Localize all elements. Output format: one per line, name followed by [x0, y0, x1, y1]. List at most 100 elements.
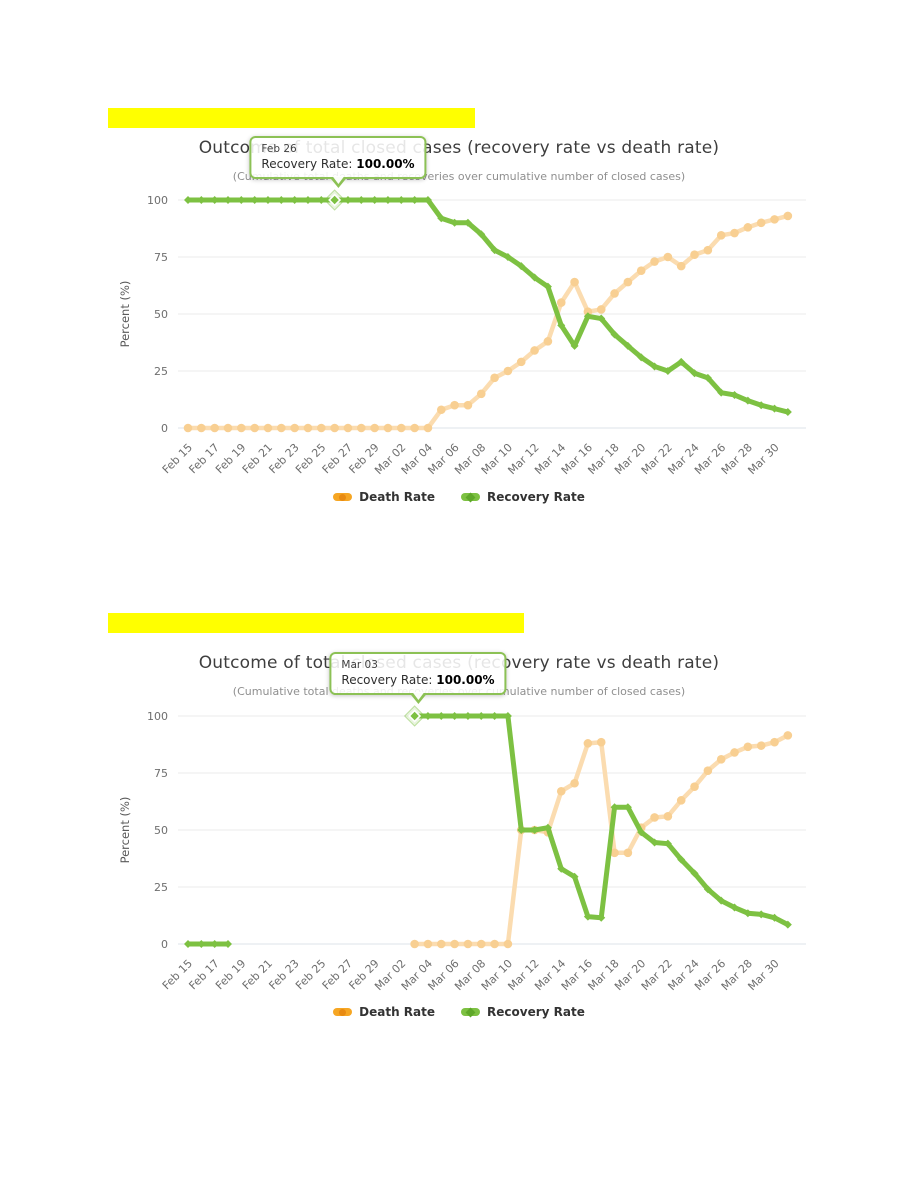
legend-item-death-rate[interactable]: Death Rate [333, 490, 435, 504]
death-rate-marker[interactable] [516, 357, 526, 367]
death-rate-marker[interactable] [490, 939, 499, 949]
recovery-rate-marker[interactable] [490, 246, 499, 255]
recovery-rate-marker[interactable] [450, 712, 459, 720]
hovered-point-marker[interactable] [410, 711, 419, 721]
death-rate-marker[interactable] [690, 250, 699, 260]
recovery-rate-marker[interactable] [583, 912, 592, 921]
recovery-rate-marker[interactable] [450, 218, 459, 227]
recovery-rate-marker[interactable] [437, 712, 446, 720]
death-rate-marker[interactable] [756, 741, 766, 750]
recovery-rate-marker[interactable] [303, 196, 312, 204]
death-rate-marker[interactable] [490, 373, 499, 383]
recovery-rate-marker[interactable] [543, 823, 552, 832]
recovery-rate-marker[interactable] [423, 196, 432, 204]
recovery-rate-marker[interactable] [370, 196, 379, 204]
death-rate-marker[interactable] [583, 739, 593, 748]
death-rate-line[interactable] [185, 213, 791, 431]
death-rate-marker[interactable] [476, 939, 486, 949]
death-rate-marker[interactable] [716, 231, 726, 240]
legend-item-recovery-rate[interactable]: Recovery Rate [461, 1005, 585, 1019]
death-rate-marker[interactable] [423, 939, 433, 949]
recovery-rate-marker[interactable] [543, 282, 552, 291]
death-rate-marker[interactable] [730, 748, 739, 757]
recovery-rate-marker[interactable] [677, 357, 686, 366]
recovery-rate-marker[interactable] [743, 909, 752, 918]
recovery-rate-marker[interactable] [703, 373, 712, 382]
death-rate-marker[interactable] [596, 737, 606, 747]
death-rate-marker[interactable] [556, 786, 566, 796]
death-rate-marker[interactable] [770, 737, 779, 747]
recovery-rate-marker[interactable] [317, 196, 326, 204]
recovery-rate-marker[interactable] [757, 401, 766, 410]
legend-item-death-rate[interactable]: Death Rate [333, 1005, 435, 1019]
death-rate-marker[interactable] [570, 778, 579, 788]
death-rate-marker[interactable] [463, 400, 473, 410]
death-rate-marker[interactable] [650, 813, 659, 822]
death-rate-marker[interactable] [756, 218, 766, 228]
death-rate-marker[interactable] [703, 766, 713, 776]
recovery-rate-marker[interactable] [597, 314, 606, 323]
recovery-rate-marker[interactable] [197, 196, 206, 204]
recovery-rate-marker[interactable] [237, 196, 246, 204]
death-rate-marker[interactable] [623, 277, 633, 287]
death-rate-marker[interactable] [317, 423, 326, 433]
recovery-rate-marker[interactable] [637, 353, 646, 362]
recovery-rate-marker[interactable] [757, 910, 766, 919]
recovery-rate-marker[interactable] [623, 341, 632, 350]
recovery-rate-marker[interactable] [663, 367, 672, 375]
recovery-rate-marker[interactable] [703, 885, 712, 894]
death-rate-marker[interactable] [596, 305, 606, 314]
death-rate-marker[interactable] [436, 405, 446, 415]
death-rate-marker[interactable] [663, 812, 673, 821]
recovery-rate-marker[interactable] [610, 803, 619, 812]
death-rate-marker[interactable] [743, 223, 753, 232]
death-rate-marker[interactable] [676, 261, 686, 271]
recovery-rate-marker[interactable] [530, 273, 539, 282]
recovery-rate-line[interactable] [185, 197, 791, 415]
death-rate-marker[interactable] [237, 423, 246, 433]
death-rate-marker[interactable] [290, 423, 299, 433]
death-rate-marker[interactable] [583, 307, 593, 317]
death-rate-marker[interactable] [303, 423, 313, 433]
death-rate-marker[interactable] [183, 423, 193, 433]
recovery-rate-marker[interactable] [597, 913, 606, 922]
death-rate-marker[interactable] [423, 423, 433, 433]
recovery-rate-marker[interactable] [623, 803, 632, 812]
recovery-rate-marker[interactable] [530, 826, 539, 834]
death-rate-marker[interactable] [210, 423, 219, 433]
recovery-rate-marker[interactable] [663, 839, 672, 848]
recovery-rate-marker[interactable] [357, 196, 366, 204]
recovery-rate-marker[interactable] [770, 913, 779, 922]
death-rate-marker[interactable] [450, 400, 459, 410]
recovery-rate-marker[interactable] [730, 390, 739, 399]
death-rate-marker[interactable] [476, 389, 486, 399]
recovery-rate-marker[interactable] [570, 341, 579, 350]
recovery-rate-marker[interactable] [557, 864, 566, 873]
death-rate-marker[interactable] [356, 423, 366, 433]
recovery-rate-marker[interactable] [277, 196, 286, 204]
death-rate-marker[interactable] [623, 848, 633, 858]
recovery-rate-marker[interactable] [410, 196, 419, 204]
death-rate-marker[interactable] [663, 252, 673, 262]
recovery-rate-marker[interactable] [437, 214, 446, 223]
recovery-rate-marker[interactable] [650, 838, 659, 847]
death-rate-marker[interactable] [263, 423, 273, 433]
recovery-rate-marker[interactable] [184, 196, 192, 204]
death-rate-marker[interactable] [690, 782, 699, 791]
recovery-rate-marker[interactable] [690, 869, 699, 878]
recovery-rate-marker[interactable] [290, 196, 299, 204]
recovery-rate-marker[interactable] [583, 312, 592, 321]
recovery-rate-marker[interactable] [517, 826, 526, 834]
recovery-rate-marker[interactable] [743, 396, 752, 405]
recovery-rate-marker[interactable] [210, 940, 219, 948]
recovery-rate-marker[interactable] [210, 196, 219, 204]
recovery-rate-marker[interactable] [517, 262, 526, 271]
death-rate-marker[interactable] [676, 796, 686, 805]
death-rate-marker[interactable] [277, 423, 286, 433]
death-rate-marker[interactable] [197, 423, 206, 433]
recovery-rate-marker[interactable] [397, 196, 406, 204]
death-rate-marker[interactable] [223, 423, 233, 433]
death-rate-marker[interactable] [330, 423, 339, 433]
hovered-point-marker[interactable] [330, 195, 339, 205]
death-rate-marker[interactable] [743, 742, 753, 752]
